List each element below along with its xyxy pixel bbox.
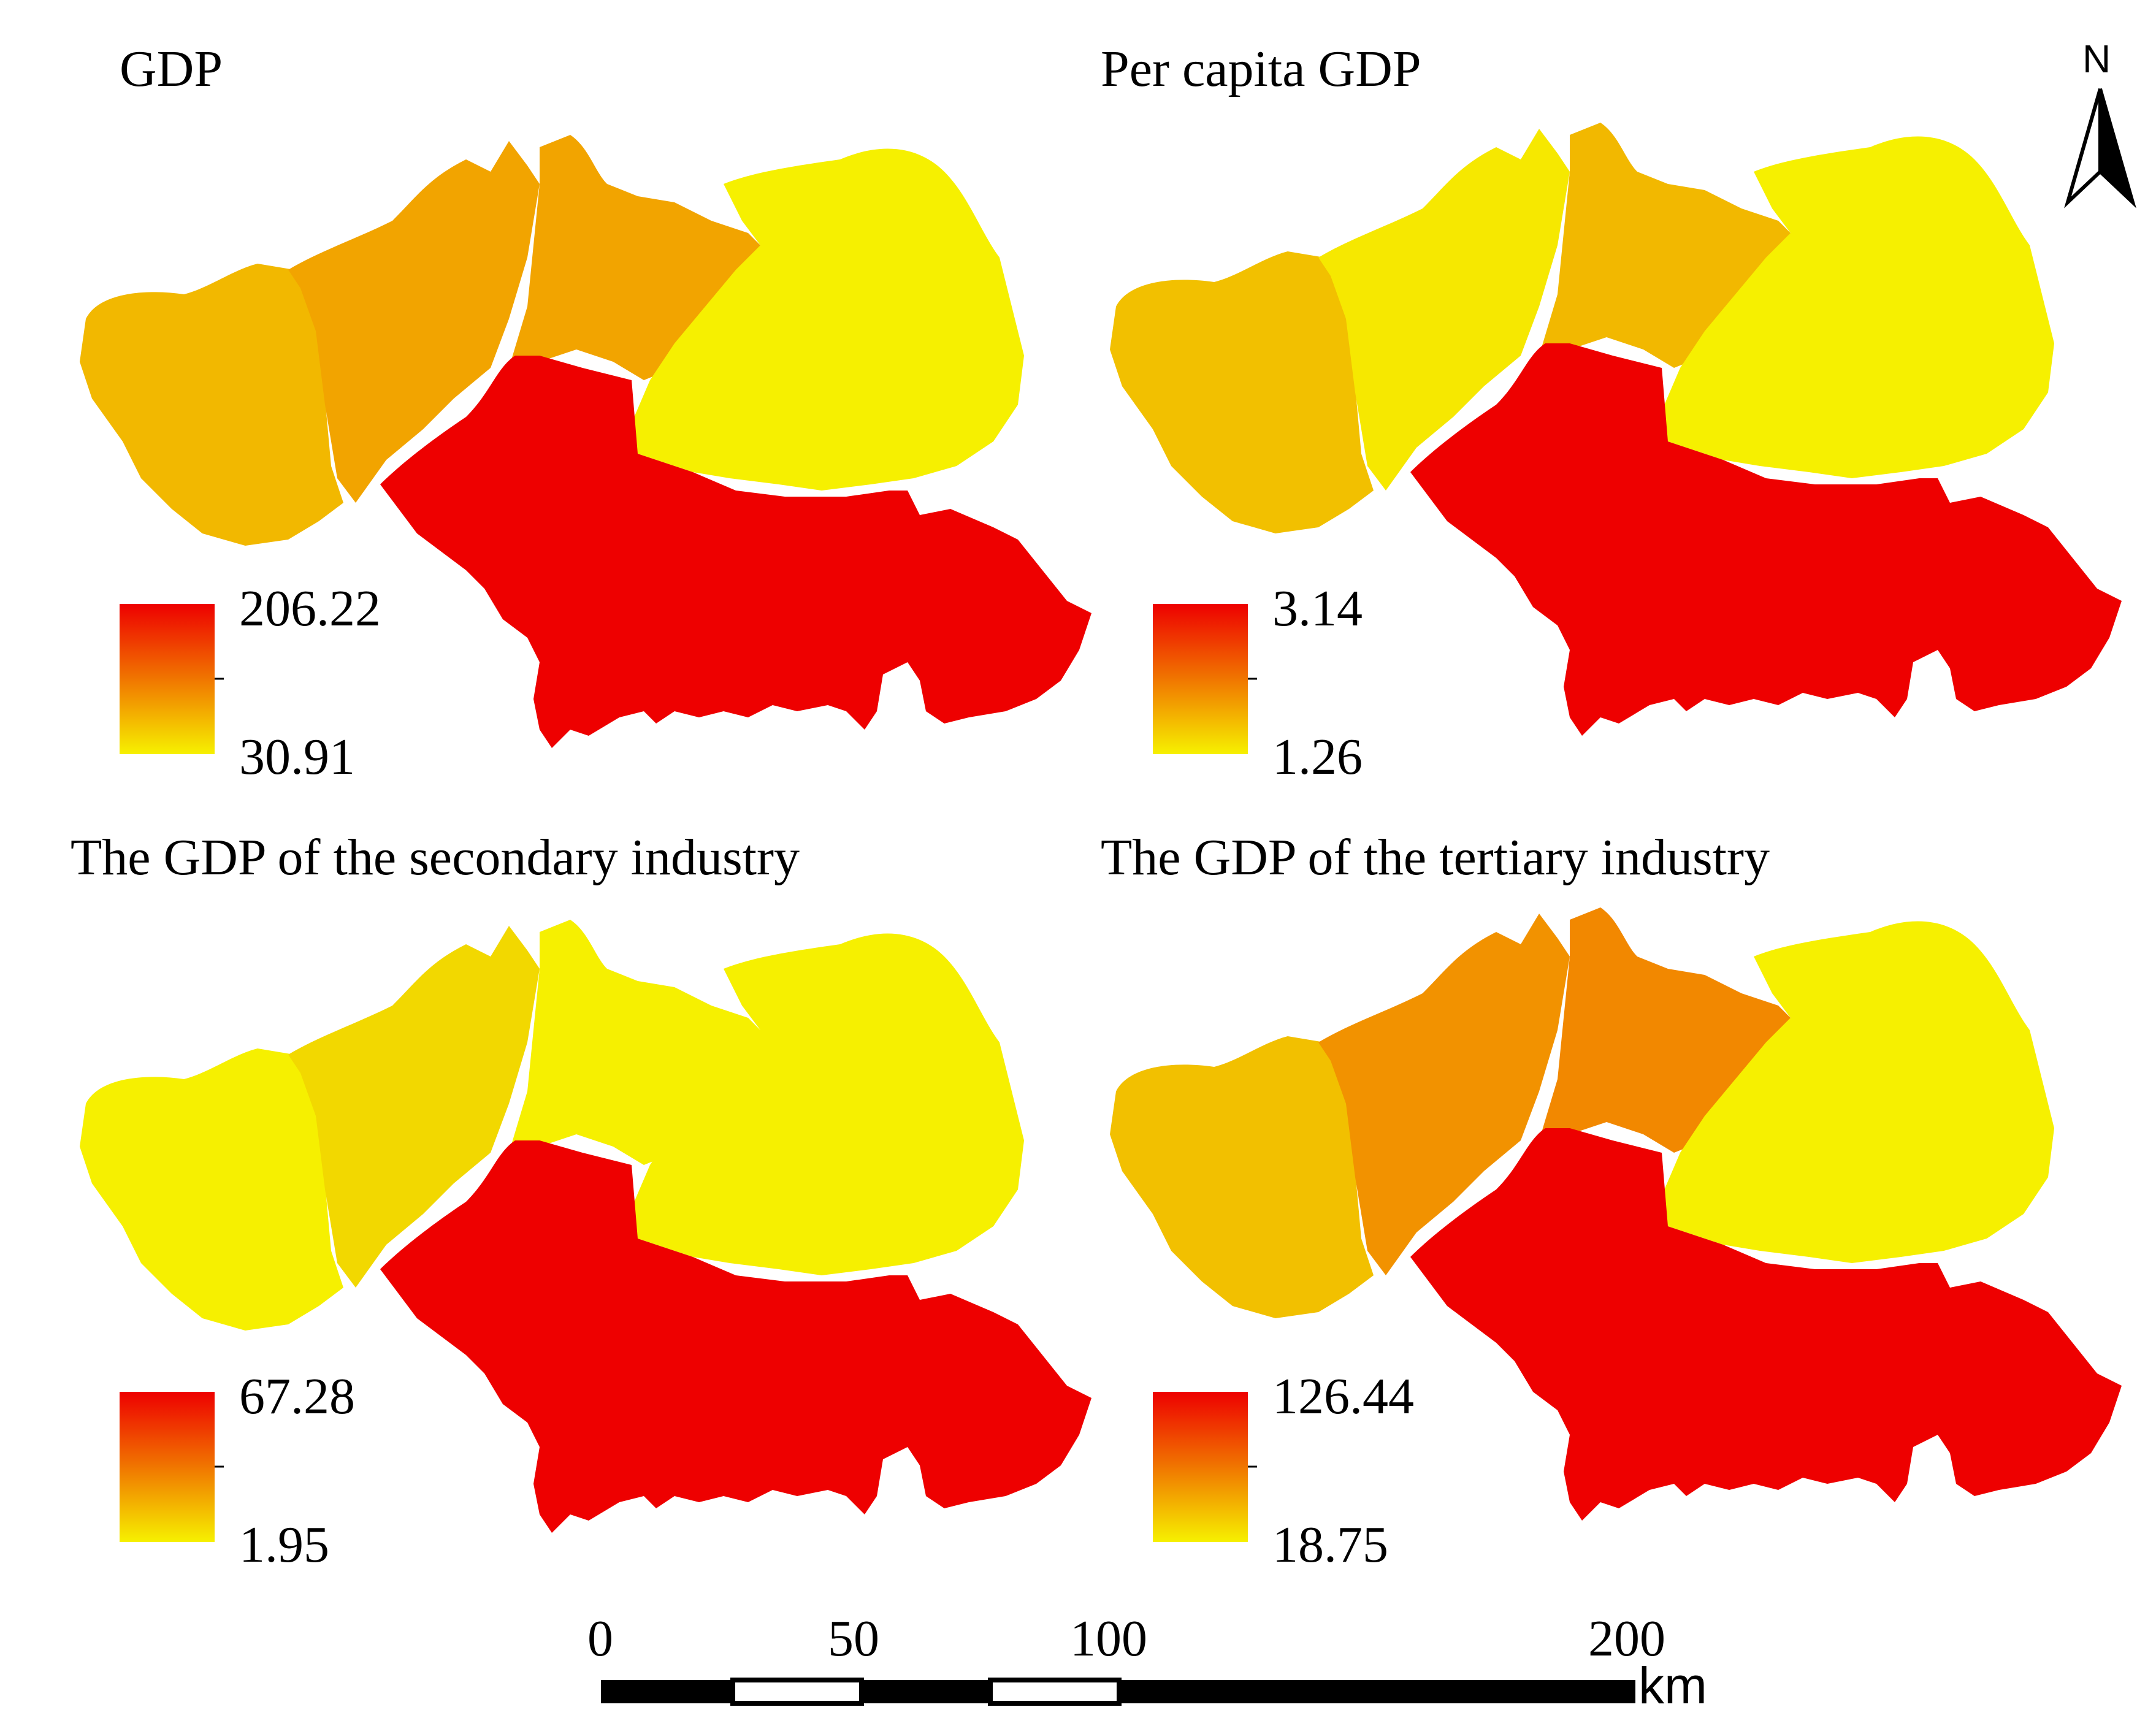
- scale-tick-label: 200: [1588, 1610, 1665, 1667]
- legend-max-label: 67.28: [239, 1368, 355, 1425]
- scale-tick-label: 100: [1070, 1610, 1147, 1667]
- scale-segment: [730, 1678, 864, 1706]
- legend: 3.14 1.26: [1153, 580, 1363, 785]
- legend-color-ramp: [120, 604, 215, 754]
- legend: 206.22 30.91: [120, 580, 381, 785]
- map-regions: [80, 135, 1091, 748]
- map-panel-per-capita-gdp: Per capita GDP 3.14 1.26: [1101, 40, 2122, 785]
- region-west: [1110, 251, 1374, 533]
- legend-min-label: 1.26: [1272, 728, 1363, 785]
- map-regions: [1110, 123, 2122, 736]
- map-regions: [1110, 907, 2122, 1521]
- scale-segment: [601, 1680, 733, 1703]
- legend-min-label: 30.91: [239, 728, 355, 785]
- panel-title: The GDP of the secondary industry: [71, 829, 800, 886]
- panel-title: GDP: [120, 40, 223, 97]
- legend-min-label: 1.95: [239, 1516, 329, 1573]
- map-regions: [80, 920, 1091, 1533]
- region-west: [1110, 1036, 1374, 1318]
- region-west: [80, 264, 343, 546]
- scale-bar: 0 50 100 200 km: [587, 1610, 1707, 1714]
- north-arrow: N: [2064, 37, 2136, 208]
- legend: 126.44 18.75: [1153, 1368, 1414, 1573]
- legend-max-label: 3.14: [1272, 580, 1363, 637]
- map-panel-tertiary-industry: The GDP of the tertiary industry 126.44 …: [1101, 829, 2122, 1573]
- scale-tick-label: 50: [828, 1610, 879, 1667]
- legend: 67.28 1.95: [120, 1368, 355, 1573]
- legend-max-label: 206.22: [239, 580, 381, 637]
- scale-segment: [1119, 1680, 1635, 1703]
- scale-tick-label: 0: [587, 1610, 613, 1667]
- scale-segment: [862, 1680, 990, 1703]
- legend-color-ramp: [1153, 604, 1248, 754]
- legend-color-ramp: [120, 1392, 215, 1542]
- region-west: [80, 1048, 343, 1331]
- map-panel-secondary-industry: The GDP of the secondary industry 67.28 …: [71, 829, 1091, 1573]
- map-panel-gdp: GDP 206.22 30.91: [80, 40, 1091, 785]
- north-label: N: [2082, 37, 2111, 81]
- panel-title: The GDP of the tertiary industry: [1101, 829, 1770, 886]
- north-arrow-icon: [2064, 88, 2136, 208]
- legend-color-ramp: [1153, 1392, 1248, 1542]
- scale-unit-label: km: [1638, 1657, 1707, 1714]
- panel-title: Per capita GDP: [1101, 40, 1421, 97]
- legend-max-label: 126.44: [1272, 1368, 1414, 1425]
- scale-segment: [988, 1678, 1122, 1706]
- legend-min-label: 18.75: [1272, 1516, 1388, 1573]
